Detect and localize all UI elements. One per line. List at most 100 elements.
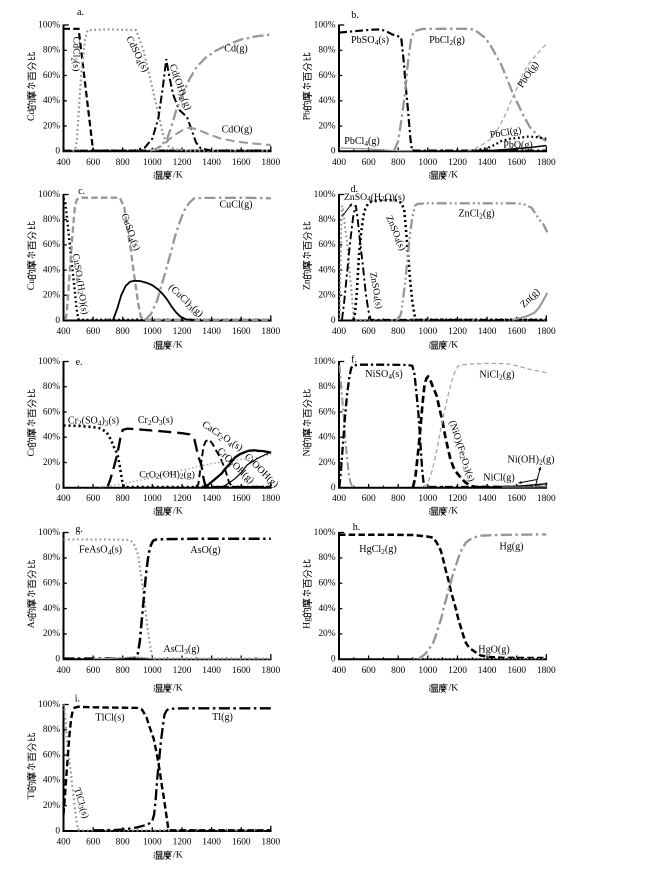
svg-text:1600: 1600	[232, 158, 251, 168]
svg-text:0: 0	[331, 147, 336, 157]
svg-text:800: 800	[391, 327, 405, 337]
svg-text:60%: 60%	[43, 750, 60, 760]
svg-text:b.: b.	[351, 10, 359, 21]
svg-text:Ni: Ni	[302, 447, 313, 457]
svg-text:1000: 1000	[143, 666, 162, 676]
svg-text:1600: 1600	[507, 494, 526, 504]
svg-text:600: 600	[86, 494, 100, 504]
svg-text:400: 400	[56, 327, 70, 337]
svg-text:PbCl(g): PbCl(g)	[489, 125, 522, 141]
svg-text:1200: 1200	[173, 666, 192, 676]
svg-text:80%: 80%	[318, 46, 335, 56]
svg-text:800: 800	[391, 666, 405, 676]
svg-text:1000: 1000	[143, 158, 162, 168]
svg-text:40%: 40%	[43, 96, 60, 106]
svg-text:0: 0	[55, 316, 60, 326]
svg-text:1200: 1200	[448, 158, 467, 168]
svg-text:20%: 20%	[43, 291, 60, 301]
svg-text:CdCl2(s): CdCl2(s)	[70, 37, 82, 72]
svg-text:CrO2(OH)2(g): CrO2(OH)2(g)	[139, 469, 195, 481]
svg-text:0: 0	[331, 655, 336, 665]
svg-text:1600: 1600	[232, 666, 251, 676]
svg-text:1200: 1200	[448, 666, 467, 676]
svg-text:Cu: Cu	[26, 279, 37, 290]
svg-text:As: As	[26, 617, 37, 628]
svg-text:800: 800	[391, 158, 405, 168]
svg-text:ZnSO4(H2O)(s): ZnSO4(H2O)(s)	[344, 192, 405, 204]
svg-text:400: 400	[56, 666, 70, 676]
svg-text:AsCl3(g): AsCl3(g)	[163, 644, 199, 656]
svg-text:40%: 40%	[43, 433, 60, 443]
svg-text:HgO(g): HgO(g)	[478, 644, 509, 655]
svg-text:e.: e.	[76, 357, 83, 368]
svg-text:NiSO4(s): NiSO4(s)	[365, 369, 402, 381]
svg-text:20%: 20%	[43, 458, 60, 468]
svg-text:800: 800	[116, 494, 130, 504]
svg-text:i.: i.	[75, 693, 80, 704]
svg-text:40%: 40%	[43, 776, 60, 786]
svg-text:80%: 80%	[43, 553, 60, 563]
svg-text:1400: 1400	[478, 494, 497, 504]
svg-text:1800: 1800	[537, 666, 556, 676]
svg-text:CuSO4(H2O)(s): CuSO4(H2O)(s)	[70, 253, 91, 316]
svg-text:0: 0	[55, 147, 60, 157]
svg-text:0: 0	[55, 483, 60, 493]
svg-text:1400: 1400	[202, 494, 221, 504]
svg-text:Tl(g): Tl(g)	[212, 712, 233, 723]
svg-text:60%: 60%	[43, 407, 60, 417]
svg-text:800: 800	[116, 158, 130, 168]
svg-text:400: 400	[332, 494, 346, 504]
svg-text:20%: 20%	[318, 629, 335, 639]
svg-text:1000: 1000	[418, 327, 437, 337]
svg-text:1800: 1800	[261, 494, 280, 504]
svg-text:400: 400	[332, 327, 346, 337]
svg-text:100%: 100%	[314, 528, 336, 538]
svg-text:/K: /K	[173, 170, 183, 181]
svg-text:1200: 1200	[173, 838, 192, 848]
svg-text:1200: 1200	[173, 158, 192, 168]
svg-text:800: 800	[116, 666, 130, 676]
svg-text:/K: /K	[448, 683, 458, 694]
svg-text:60%: 60%	[318, 71, 335, 81]
svg-text:20%: 20%	[43, 801, 60, 811]
svg-text:60%: 60%	[43, 71, 60, 81]
svg-text:HgCl2(g): HgCl2(g)	[359, 544, 396, 556]
svg-text:Cr2(SO4)3(s): Cr2(SO4)3(s)	[68, 415, 119, 427]
svg-text:1200: 1200	[173, 494, 192, 504]
svg-text:1800: 1800	[261, 327, 280, 337]
svg-text:1400: 1400	[478, 666, 497, 676]
svg-text:100%: 100%	[314, 357, 336, 367]
svg-text:1800: 1800	[537, 158, 556, 168]
svg-text:CuCl(g): CuCl(g)	[219, 199, 252, 210]
svg-text:600: 600	[362, 327, 376, 337]
svg-text:0: 0	[331, 483, 336, 493]
svg-text:NiCl(g): NiCl(g)	[483, 472, 514, 483]
svg-text:40%: 40%	[43, 604, 60, 614]
svg-text:1400: 1400	[202, 327, 221, 337]
svg-text:80%: 80%	[318, 215, 335, 225]
svg-text:1600: 1600	[232, 838, 251, 848]
svg-text:600: 600	[362, 666, 376, 676]
svg-text:60%: 60%	[318, 407, 335, 417]
svg-text:1400: 1400	[478, 158, 497, 168]
svg-text:20%: 20%	[318, 458, 335, 468]
svg-text:Cr: Cr	[26, 446, 37, 456]
svg-text:0: 0	[331, 316, 336, 326]
svg-text:c.: c.	[78, 186, 85, 197]
svg-text:100%: 100%	[314, 190, 336, 200]
svg-text:600: 600	[86, 327, 100, 337]
svg-text:1400: 1400	[478, 327, 497, 337]
svg-text:400: 400	[56, 158, 70, 168]
svg-text:Pb: Pb	[302, 110, 313, 120]
svg-text:40%: 40%	[318, 96, 335, 106]
svg-text:20%: 20%	[318, 291, 335, 301]
svg-text:1600: 1600	[507, 158, 526, 168]
svg-text:1800: 1800	[261, 158, 280, 168]
svg-text:Ni(OH)2(g): Ni(OH)2(g)	[508, 454, 555, 466]
svg-text:80%: 80%	[43, 725, 60, 735]
svg-text:PbCl4(g): PbCl4(g)	[344, 136, 379, 148]
svg-text:100%: 100%	[38, 20, 60, 30]
svg-text:Hg(g): Hg(g)	[499, 541, 523, 552]
svg-text:h.: h.	[353, 522, 361, 533]
svg-text:1800: 1800	[261, 838, 280, 848]
